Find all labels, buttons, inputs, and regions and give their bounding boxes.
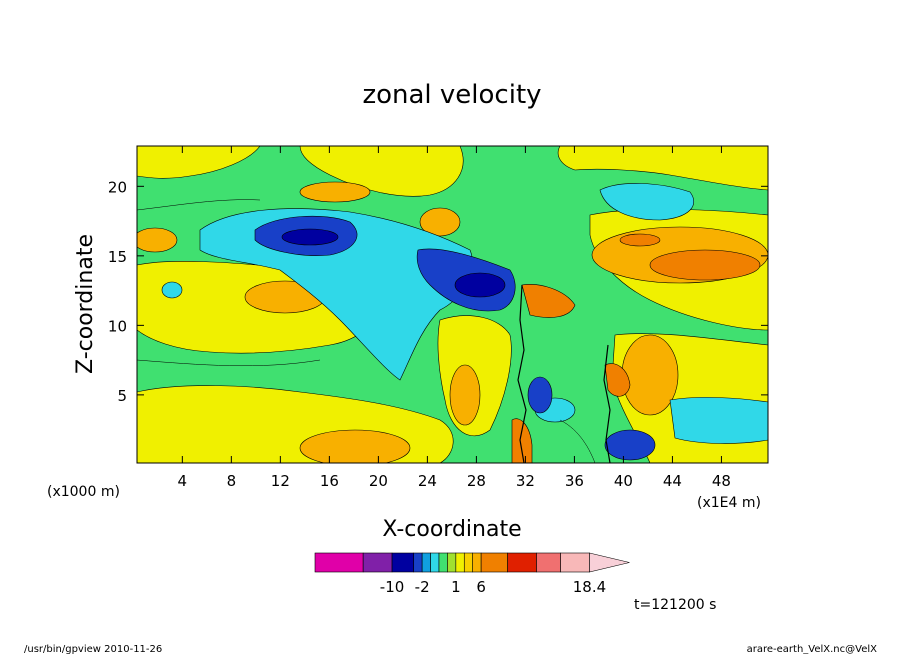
contour-region (299, 146, 464, 197)
colorbar-segment (472, 552, 482, 573)
contour-region (449, 364, 481, 426)
y-axis-label: Z-coordinate (73, 234, 98, 374)
contour-region (281, 228, 339, 246)
colorbar-segment (507, 552, 537, 573)
colorbar-tick-label: -2 (415, 578, 430, 596)
colorbar-tick-label: 18.4 (573, 578, 606, 596)
x-tick-label: 36 (565, 472, 584, 490)
contour-region (521, 284, 576, 318)
colorbar-tick-label: 1 (451, 578, 461, 596)
footer-right: arare-earth_VelX.nc@VelX (747, 644, 878, 654)
plot-frame (136, 145, 769, 464)
x-tick-label: 32 (516, 472, 535, 490)
contour-region (137, 146, 261, 179)
contour-region (419, 207, 461, 237)
plot-area (136, 145, 769, 464)
colorbar-segment (314, 552, 364, 573)
colorbar-segment (430, 552, 440, 573)
contour-region (599, 183, 695, 221)
colorbar-segment (421, 552, 431, 573)
chart-title: zonal velocity (362, 80, 541, 110)
colorbar-segment (447, 552, 457, 573)
colorbar-arrow (589, 552, 630, 573)
x-tick-label: 48 (712, 472, 731, 490)
x-tick-label: 4 (178, 472, 188, 490)
x-tick-label: 28 (467, 472, 486, 490)
contour-region (604, 363, 631, 397)
x-axis: 4 8 12 16 20 24 28 32 36 40 44 48 (178, 146, 731, 490)
x-tick-label: 44 (663, 472, 682, 490)
colorbar-segment (362, 552, 393, 573)
y-axis: 5 10 15 20 (108, 178, 768, 405)
x-tick-label: 40 (614, 472, 633, 490)
colorbar-segment (463, 552, 474, 573)
contour-region (669, 397, 768, 444)
x-unit-right: (x1E4 m) (697, 495, 761, 511)
colorbar-segment (560, 552, 590, 573)
time-label: t=121200 s (634, 597, 716, 613)
colorbar-tick-label: -10 (380, 578, 405, 596)
colorbar-segment (455, 552, 465, 573)
colorbar-ticks: -10 -2 1 6 18.4 (380, 578, 606, 596)
colorbar-segment (480, 552, 508, 573)
contour-line (137, 359, 321, 367)
y-tick-label: 5 (117, 387, 127, 405)
colorbar-segment (438, 552, 448, 573)
colorbar-tick-label: 6 (476, 578, 486, 596)
x-tick-label: 20 (369, 472, 388, 490)
contour-region (619, 233, 661, 247)
contour-region (649, 249, 761, 281)
contour-region (137, 227, 178, 253)
x-axis-label: X-coordinate (382, 517, 521, 542)
y-tick-label: 15 (108, 248, 127, 266)
x-tick-label: 12 (271, 472, 290, 490)
contour-region (299, 429, 411, 463)
y-tick-label: 20 (108, 178, 127, 196)
contour-region (454, 272, 506, 298)
footer-left: /usr/bin/gpview 2010-11-26 (24, 644, 162, 654)
contour-line (137, 199, 261, 211)
x-tick-label: 24 (418, 472, 437, 490)
contour-region (161, 281, 183, 299)
contour-region (299, 181, 371, 203)
colorbar-segment (391, 552, 415, 573)
contour-region (511, 418, 533, 463)
x-tick-label: 8 (227, 472, 237, 490)
x-unit-left: (x1000 m) (47, 484, 120, 500)
contour-region (199, 208, 473, 381)
contour-region (527, 376, 553, 414)
ridge-line (603, 344, 611, 463)
contour-region (557, 146, 768, 191)
x-tick-label: 16 (320, 472, 339, 490)
y-tick-label: 10 (108, 317, 127, 335)
colorbar (314, 552, 630, 573)
ridge-line (517, 284, 527, 463)
colorbar-segment (413, 552, 423, 573)
contour-region (604, 429, 656, 461)
colorbar-segment (536, 552, 561, 573)
contour-line (559, 419, 596, 463)
contour-region (621, 334, 679, 416)
